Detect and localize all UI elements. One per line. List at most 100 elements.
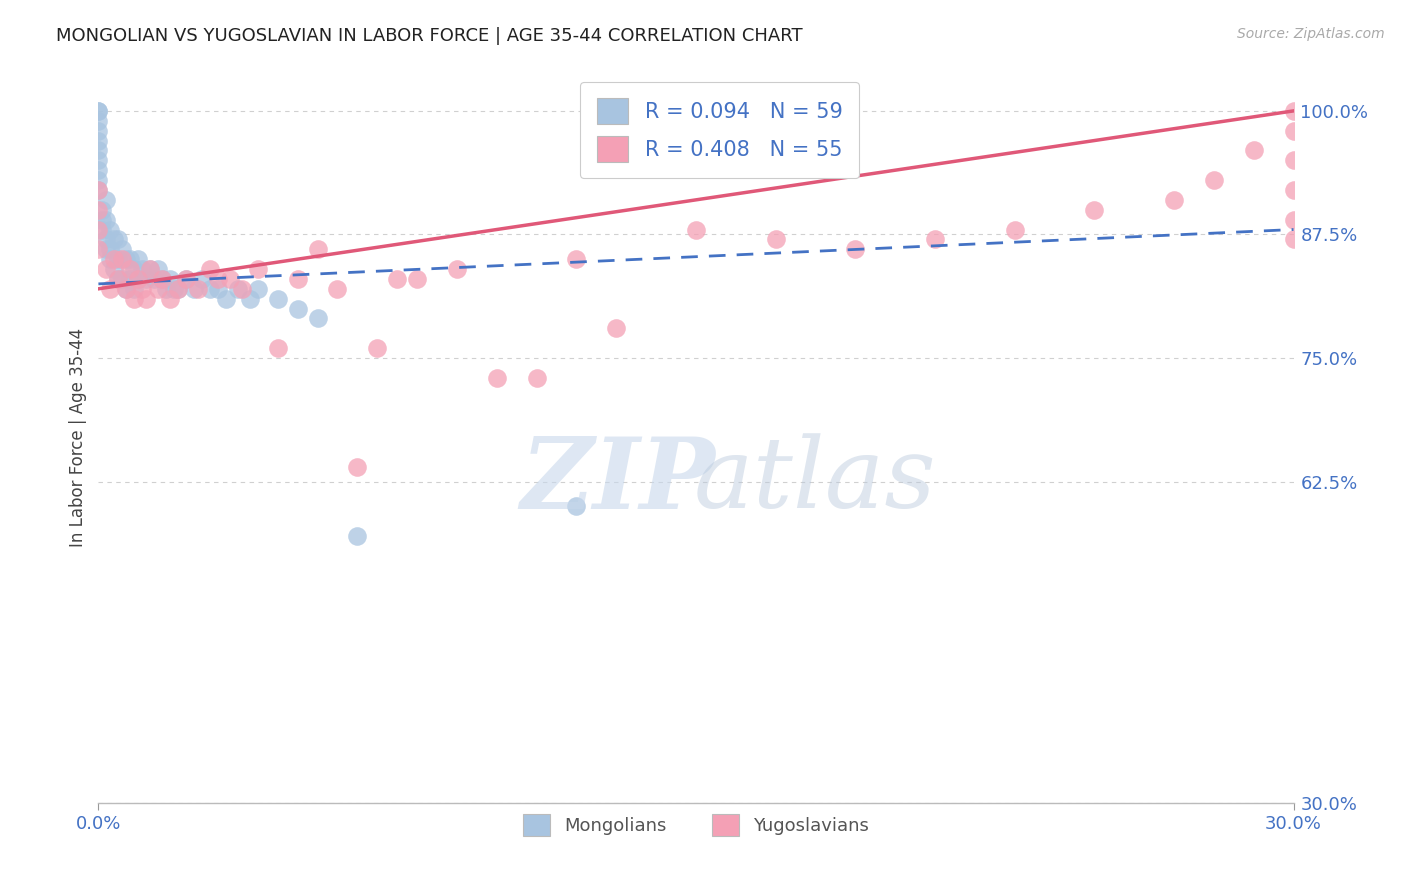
Point (98, 252, 122, 267)
Point (115, 282, 138, 296)
Point (239, 292, 262, 306)
Point (103, 232, 125, 246)
Point (526, 371, 548, 385)
Point (127, 272, 149, 286)
Point (159, 272, 181, 286)
Point (148, 262, 170, 277)
Point (87, 202, 110, 217)
Point (131, 282, 153, 296)
Point (98, 282, 122, 296)
Text: MONGOLIAN VS YUGOSLAVIAN IN LABOR FORCE | AGE 35-44 CORRELATION CHART: MONGOLIAN VS YUGOSLAVIAN IN LABOR FORCE … (56, 27, 803, 45)
Point (346, 459, 368, 474)
Point (198, 262, 221, 277)
Point (1282, 123, 1305, 137)
Point (96, 212, 118, 227)
Point (91, 222, 114, 236)
Point (96, 232, 118, 246)
Point (844, 242, 866, 256)
Point (346, 529, 368, 543)
Point (187, 282, 209, 296)
Point (326, 282, 349, 296)
Point (1282, 183, 1305, 197)
Point (159, 292, 181, 306)
Point (87, 163, 110, 178)
Point (87, 144, 110, 158)
Point (87, 242, 110, 256)
Point (287, 301, 309, 316)
Point (87, 183, 110, 197)
Point (103, 252, 125, 267)
Point (406, 272, 429, 286)
Point (287, 272, 309, 286)
Point (167, 282, 190, 296)
Point (219, 272, 242, 286)
Point (385, 272, 409, 286)
Point (87, 134, 110, 148)
Point (103, 262, 125, 277)
Point (198, 282, 221, 296)
Point (139, 262, 162, 277)
Point (120, 252, 142, 267)
Point (107, 272, 129, 286)
Point (150, 272, 173, 286)
Point (1243, 144, 1265, 158)
Point (87, 222, 110, 236)
Point (87, 103, 110, 118)
Point (87, 123, 110, 137)
Point (98, 242, 122, 256)
Point (155, 282, 177, 296)
Point (163, 282, 186, 296)
Point (96, 193, 118, 207)
Point (1083, 202, 1105, 217)
Point (87, 103, 110, 118)
Point (267, 292, 290, 306)
Point (267, 341, 290, 355)
Point (111, 272, 134, 286)
Point (98, 222, 122, 236)
Legend: Mongolians, Yugoslavians: Mongolians, Yugoslavians (513, 805, 879, 845)
Point (127, 252, 149, 267)
Point (111, 242, 134, 256)
Point (366, 341, 388, 355)
Point (307, 311, 329, 326)
Point (139, 262, 162, 277)
Point (87, 113, 110, 128)
Point (124, 282, 146, 296)
Point (96, 242, 118, 256)
Point (120, 262, 142, 277)
Point (111, 252, 134, 267)
Point (135, 292, 157, 306)
Point (1282, 232, 1305, 246)
Point (174, 272, 197, 286)
Point (207, 282, 229, 296)
Point (143, 272, 166, 286)
Point (150, 272, 173, 286)
Point (167, 282, 190, 296)
Point (207, 272, 229, 286)
Point (605, 321, 627, 335)
Point (1202, 173, 1225, 187)
Point (1282, 153, 1305, 168)
Point (115, 252, 138, 267)
Text: Source: ZipAtlas.com: Source: ZipAtlas.com (1237, 27, 1385, 41)
Point (1163, 193, 1185, 207)
Text: ZIP: ZIP (520, 433, 716, 529)
Point (124, 262, 146, 277)
Point (120, 272, 142, 286)
Y-axis label: In Labor Force | Age 35-44: In Labor Force | Age 35-44 (69, 327, 87, 547)
Point (91, 212, 114, 227)
Point (246, 282, 269, 296)
Point (485, 371, 508, 385)
Point (1282, 212, 1305, 227)
Point (246, 262, 269, 277)
Text: atlas: atlas (695, 434, 936, 529)
Point (226, 282, 249, 296)
Point (183, 282, 205, 296)
Point (191, 272, 214, 286)
Point (124, 292, 146, 306)
Point (924, 232, 946, 246)
Point (107, 252, 129, 267)
Point (685, 222, 707, 236)
Point (1004, 222, 1026, 236)
Point (1282, 103, 1305, 118)
